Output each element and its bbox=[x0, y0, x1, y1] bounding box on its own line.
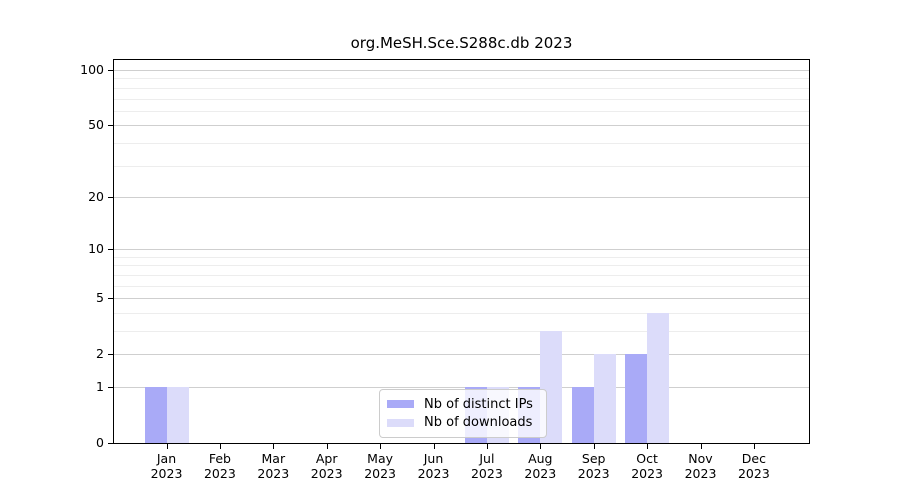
x-tick-month: May bbox=[367, 451, 394, 466]
legend-row-downloads: Nb of downloads bbox=[387, 415, 539, 430]
x-tick-year: 2023 bbox=[737, 466, 770, 481]
major-gridline-1 bbox=[114, 387, 809, 388]
x-tick-year: 2023 bbox=[150, 466, 183, 481]
x-tick-year: 2023 bbox=[417, 466, 450, 481]
minor-gridline-6 bbox=[114, 285, 809, 287]
major-gridline-100 bbox=[114, 70, 809, 71]
major-gridline-10 bbox=[114, 249, 809, 251]
x-tick-label-dec: Dec 2023 bbox=[714, 451, 794, 481]
x-tick-mark-oct bbox=[647, 444, 649, 449]
x-tick-month: Jan bbox=[156, 451, 177, 466]
y-tick-label-1: 1 bbox=[96, 379, 104, 394]
x-tick-month: Jun bbox=[423, 451, 444, 466]
x-tick-mark-may bbox=[380, 444, 382, 449]
x-tick-mark-jun bbox=[433, 444, 435, 449]
x-tick-year: 2023 bbox=[577, 466, 610, 481]
x-tick-label-aug: Aug 2023 bbox=[500, 451, 580, 481]
x-tick-mark-aug bbox=[540, 444, 542, 449]
major-gridline-2 bbox=[114, 354, 809, 356]
y-tick-mark-0 bbox=[108, 443, 113, 444]
minor-gridline-7 bbox=[114, 274, 809, 276]
bar-downloads-oct bbox=[647, 312, 670, 443]
x-tick-year: 2023 bbox=[470, 466, 503, 481]
x-tick-year: 2023 bbox=[203, 466, 236, 481]
x-tick-label-jan: Jan 2023 bbox=[127, 451, 207, 481]
minor-gridline-40 bbox=[114, 142, 809, 144]
major-gridline-50 bbox=[114, 125, 809, 127]
x-tick-label-mar: Mar 2023 bbox=[233, 451, 313, 481]
x-tick-label-oct: Oct 2023 bbox=[607, 451, 687, 481]
x-tick-label-jun: Jun 2023 bbox=[394, 451, 474, 481]
legend: Nb of distinct IPs Nb of downloads bbox=[379, 389, 547, 438]
minor-gridline-60 bbox=[114, 110, 809, 112]
y-tick-label-2: 2 bbox=[96, 346, 104, 362]
y-tick-label-100: 100 bbox=[80, 62, 104, 77]
y-tick-label-0: 0 bbox=[96, 435, 104, 450]
y-tick-label-50: 50 bbox=[88, 117, 104, 133]
x-tick-mark-feb bbox=[219, 444, 221, 449]
x-tick-month: Aug bbox=[528, 451, 553, 466]
x-tick-mark-dec bbox=[753, 444, 755, 449]
bar-distinct-ips-oct bbox=[625, 354, 648, 443]
plot-area bbox=[113, 59, 810, 444]
legend-row-distinct-ips: Nb of distinct IPs bbox=[387, 397, 539, 412]
y-tick-label-20: 20 bbox=[88, 188, 104, 204]
y-tick-mark-100 bbox=[108, 70, 113, 71]
major-gridline-20 bbox=[114, 196, 809, 198]
legend-label-downloads: Nb of downloads bbox=[424, 415, 533, 431]
legend-label-distinct-ips: Nb of distinct IPs bbox=[424, 396, 533, 412]
bar-downloads-sep bbox=[593, 354, 616, 443]
y-tick-mark-50 bbox=[108, 125, 113, 127]
minor-gridline-4 bbox=[114, 312, 809, 314]
minor-gridline-3 bbox=[114, 331, 809, 332]
x-tick-year: 2023 bbox=[524, 466, 557, 481]
minor-gridline-30 bbox=[114, 165, 809, 167]
x-tick-label-may: May 2023 bbox=[340, 451, 420, 481]
x-tick-year: 2023 bbox=[684, 466, 717, 481]
y-tick-mark-2 bbox=[108, 354, 113, 356]
x-tick-year: 2023 bbox=[364, 466, 396, 481]
x-tick-mark-jan bbox=[166, 444, 168, 449]
y-tick-mark-1 bbox=[108, 387, 113, 388]
x-tick-label-apr: Apr 2023 bbox=[287, 451, 367, 481]
y-tick-label-5: 5 bbox=[96, 290, 104, 306]
bar-downloads-jan bbox=[166, 387, 189, 443]
bar-distinct-ips-jan bbox=[144, 387, 167, 443]
y-tick-label-10: 10 bbox=[88, 241, 104, 257]
x-tick-month: Nov bbox=[688, 451, 713, 466]
minor-gridline-8 bbox=[114, 265, 809, 267]
x-tick-year: 2023 bbox=[631, 466, 663, 481]
minor-gridline-9 bbox=[114, 256, 809, 258]
chart-title: org.MeSH.Sce.S288c.db 2023 bbox=[350, 34, 573, 52]
y-tick-mark-5 bbox=[108, 298, 113, 300]
y-tick-mark-20 bbox=[108, 196, 113, 198]
x-tick-label-nov: Nov 2023 bbox=[661, 451, 741, 481]
x-tick-mark-mar bbox=[273, 444, 275, 449]
x-tick-mark-sep bbox=[593, 444, 595, 449]
x-tick-label-jul: Jul 2023 bbox=[447, 451, 527, 481]
x-tick-year: 2023 bbox=[257, 466, 290, 481]
x-tick-label-sep: Sep 2023 bbox=[554, 451, 634, 481]
y-tick-mark-10 bbox=[108, 249, 113, 251]
x-tick-label-feb: Feb 2023 bbox=[180, 451, 260, 481]
x-tick-month: Oct bbox=[636, 451, 658, 466]
x-tick-month: Feb bbox=[208, 451, 231, 466]
x-tick-mark-nov bbox=[700, 444, 702, 449]
x-tick-mark-apr bbox=[326, 444, 328, 449]
x-tick-month: Apr bbox=[315, 451, 338, 466]
x-tick-month: Sep bbox=[581, 451, 606, 466]
x-tick-mark-jul bbox=[486, 444, 488, 449]
legend-swatch-distinct-ips bbox=[387, 400, 414, 409]
x-tick-month: Dec bbox=[741, 451, 766, 466]
bar-distinct-ips-sep bbox=[571, 387, 594, 443]
x-tick-year: 2023 bbox=[310, 466, 343, 481]
x-tick-month: Jul bbox=[479, 451, 495, 466]
major-gridline-5 bbox=[114, 298, 809, 300]
x-tick-month: Mar bbox=[261, 451, 286, 466]
minor-gridline-70 bbox=[114, 98, 809, 100]
minor-gridline-80 bbox=[114, 87, 809, 89]
minor-gridline-90 bbox=[114, 78, 809, 80]
legend-swatch-downloads bbox=[387, 418, 414, 427]
